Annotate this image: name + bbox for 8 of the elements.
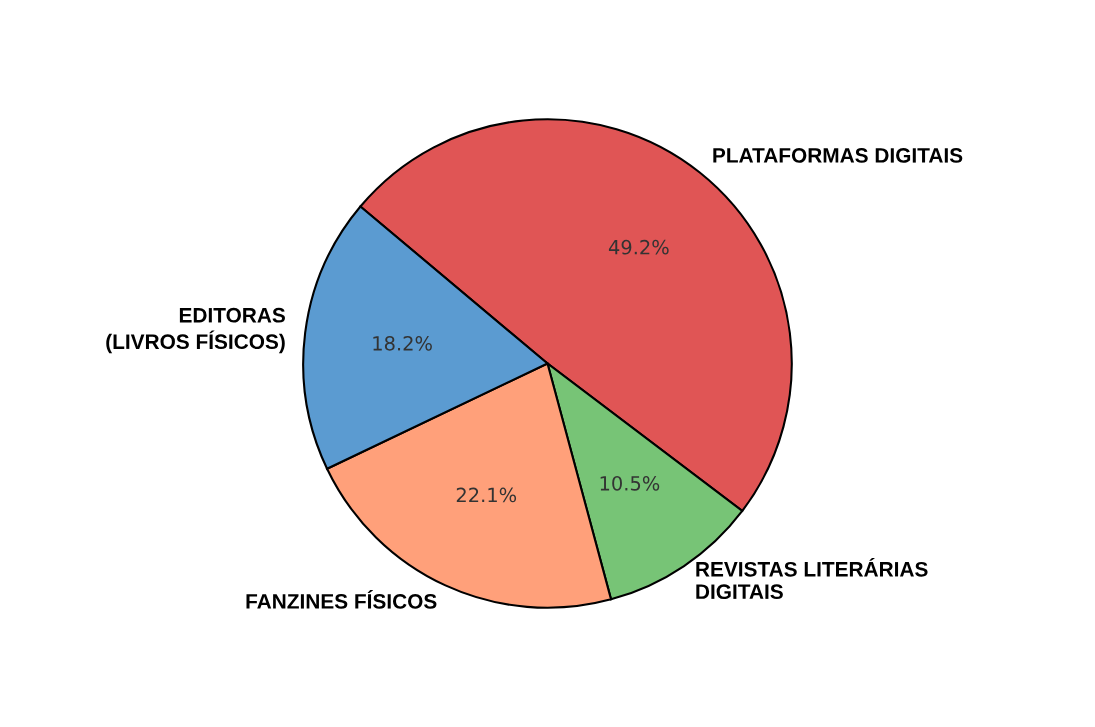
data-label: 10.5% <box>600 475 660 491</box>
data-label: 22.1% <box>456 487 517 503</box>
slice-label: REVISTAS LITERÁRIAS DIGITAIS <box>696 557 928 600</box>
slice-label: PLATAFORMAS DIGITAIS <box>713 148 963 163</box>
data-label: 18.2% <box>373 335 432 351</box>
slice-label: FANZINES FÍSICOS <box>246 590 437 609</box>
slice-label: EDITORAS (LIVROS FÍSICOS) <box>106 307 285 354</box>
data-label: 49.2% <box>608 239 669 255</box>
